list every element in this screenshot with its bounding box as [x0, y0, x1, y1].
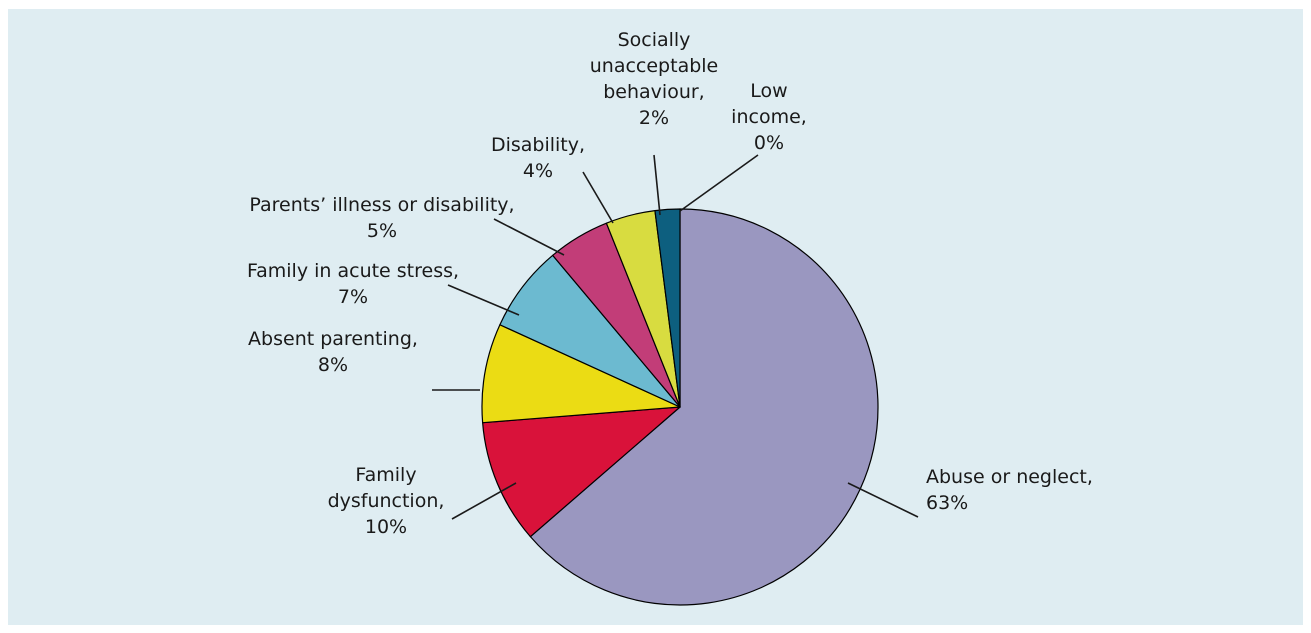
slice-name-label: Parents’ illness or disability, — [249, 194, 514, 216]
slice-label-1: Abuse or neglect, 63% — [926, 466, 1093, 514]
slice-value-label: 5% — [367, 220, 397, 242]
slice-name-label: unacceptable — [590, 55, 719, 77]
pie-slice-3 — [481, 324, 681, 424]
pie-slice-7 — [654, 208, 681, 408]
leader-line-1 — [847, 482, 919, 518]
slice-name-label: dysfunction, — [328, 490, 445, 512]
slice-name-label: Disability, — [491, 134, 585, 156]
slice-value-label: 0% — [754, 132, 784, 154]
slice-name-label: Abuse or neglect, — [926, 466, 1093, 488]
chart-panel: Abuse or neglect, 63% Family dysfunction, 10… — [8, 9, 1303, 625]
slice-label-3: Absent parenting, 8% — [248, 328, 418, 376]
slice-label-2: Family dysfunction, 10% — [328, 464, 445, 538]
slice-value-label: 4% — [523, 160, 553, 182]
leader-line-2 — [451, 482, 517, 520]
leader-line-4 — [447, 284, 520, 316]
slice-labels: Abuse or neglect, 63% Family dysfunction, 10… — [247, 29, 1093, 538]
leader-line-7 — [653, 154, 661, 216]
slice-name-label: Socially — [618, 29, 691, 51]
leader-line-8 — [679, 154, 759, 212]
slice-value-label: 2% — [639, 107, 669, 129]
slice-value-label: 7% — [338, 286, 368, 308]
pie-slice-2 — [482, 406, 681, 538]
slice-name-label: Low — [750, 80, 787, 102]
pie-slices — [481, 208, 879, 606]
pie-chart: Abuse or neglect, 63% Family dysfunction, 10… — [247, 29, 1093, 606]
slice-label-6: Disability, 4% — [491, 134, 585, 182]
slice-value-label: 8% — [318, 354, 348, 376]
leader-lines — [432, 154, 919, 520]
slice-label-7: Socially unacceptable behaviour, 2% — [590, 29, 719, 129]
slice-name-label: Family in acute stress, — [247, 260, 459, 282]
slice-value-label: 63% — [926, 492, 968, 514]
slice-label-4: Family in acute stress, 7% — [247, 260, 459, 308]
slice-name-label: income, — [731, 106, 807, 128]
leader-line-6 — [582, 171, 614, 224]
slice-name-label: Absent parenting, — [248, 328, 418, 350]
slice-name-label: Family — [355, 464, 416, 486]
slice-label-5: Parents’ illness or disability, 5% — [249, 194, 514, 242]
slice-value-label: 10% — [365, 516, 407, 538]
leader-line-5 — [493, 218, 565, 256]
slice-name-label: behaviour, — [603, 81, 704, 103]
slice-label-8: Low income, 0% — [731, 80, 807, 154]
